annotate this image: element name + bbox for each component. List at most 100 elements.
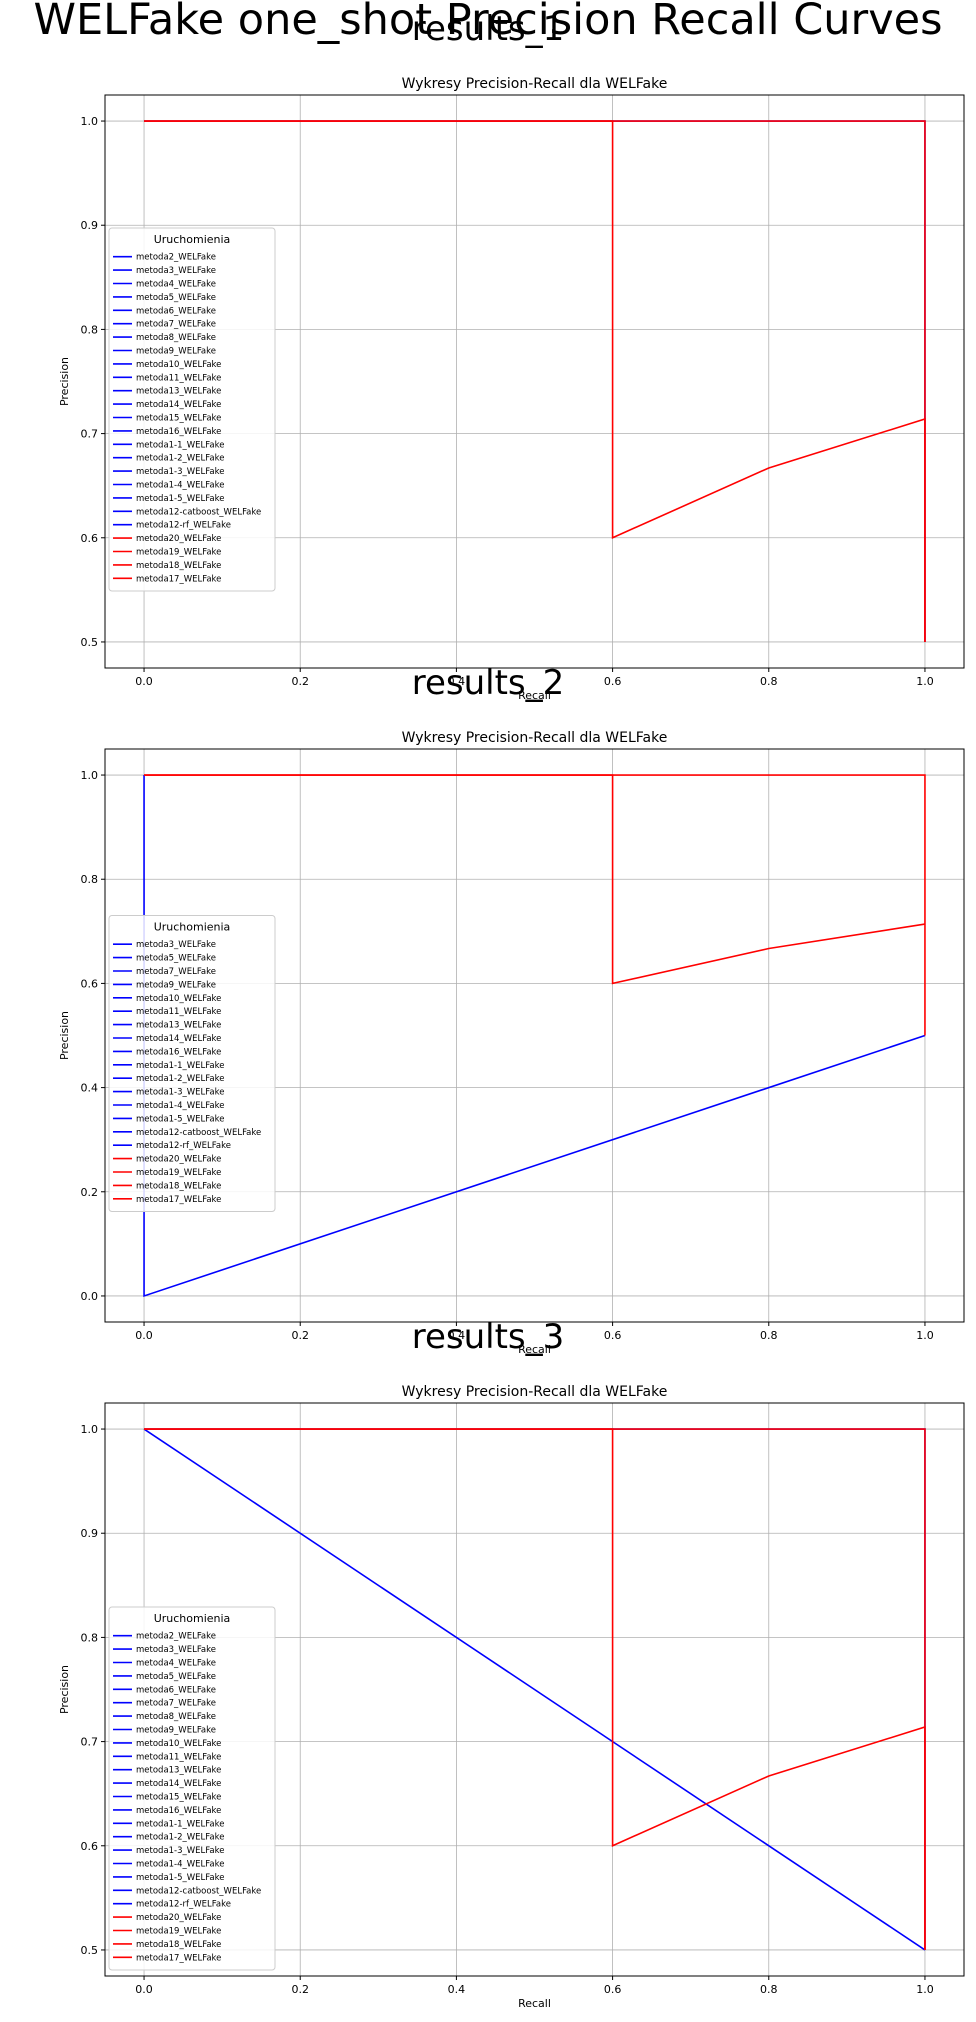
legend-entry: metoda3_WELFake	[136, 266, 216, 276]
legend-entry: metoda2_WELFake	[136, 253, 216, 263]
legend-entry: metoda4_WELFake	[136, 280, 216, 290]
legend-entry: metoda6_WELFake	[136, 306, 216, 316]
legend-entry: metoda1-2_WELFake	[136, 454, 224, 464]
legend-entry: metoda1-3_WELFake	[136, 467, 224, 477]
legend-entry: metoda10_WELFake	[136, 994, 221, 1004]
legend-entry: metoda8_WELFake	[136, 333, 216, 343]
legend-entry: metoda14_WELFake	[136, 1034, 221, 1044]
series-line-4	[144, 1428, 926, 1950]
x-tick-label: 0.0	[135, 1329, 153, 1342]
legend-entry: metoda18_WELFake	[136, 561, 221, 571]
legend-entry: metoda17_WELFake	[136, 574, 221, 584]
legend-entry: metoda16_WELFake	[136, 1806, 221, 1816]
legend-entry: metoda10_WELFake	[136, 1739, 221, 1749]
x-axis-label: Recall	[518, 689, 551, 702]
x-tick-label: 0.4	[448, 1329, 466, 1342]
legend-entry: metoda7_WELFake	[136, 967, 216, 977]
legend-entry: metoda13_WELFake	[136, 387, 221, 397]
subplot-title: results_2	[412, 663, 565, 703]
axes-frame	[104, 748, 965, 1323]
legend-entry: metoda1-4_WELFake	[136, 481, 224, 491]
subplot-2: results_2 Wykresy Precision-Recall dla WE…	[58, 663, 965, 1356]
legend-entry: metoda1-1_WELFake	[136, 1819, 224, 1829]
legend-entry: metoda1-5_WELFake	[136, 1873, 224, 1883]
y-tick-label: 0.9	[81, 1527, 99, 1540]
legend-entry: metoda13_WELFake	[136, 1766, 221, 1776]
y-tick-label: 0.8	[81, 323, 99, 336]
legend-entry: metoda13_WELFake	[136, 1021, 221, 1031]
legend-entry: metoda19_WELFake	[136, 548, 221, 558]
legend-entry: metoda12-catboost_WELFake	[136, 1886, 261, 1896]
y-tick-label: 0.9	[81, 219, 99, 232]
legend-entry: metoda1-4_WELFake	[136, 1860, 224, 1870]
legend-entry: metoda18_WELFake	[136, 1940, 221, 1950]
x-tick-label: 0.0	[135, 1983, 153, 1996]
y-tick-label: 1.0	[81, 769, 99, 782]
legend-entry: metoda15_WELFake	[136, 414, 221, 424]
legend-entry: metoda10_WELFake	[136, 360, 221, 370]
legend-entry: metoda5_WELFake	[136, 1672, 216, 1682]
legend-entry: metoda11_WELFake	[136, 1752, 221, 1762]
subplot-1: results_1 Wykresy Precision-Recall dla WE…	[58, 9, 965, 702]
x-tick-label: 0.6	[604, 1329, 622, 1342]
legend-entry: metoda15_WELFake	[136, 1793, 221, 1803]
legend-entry: metoda1-5_WELFake	[136, 494, 224, 504]
x-tick-label: 0.6	[604, 1983, 622, 1996]
legend-title: Uruchomienia	[154, 233, 231, 246]
legend-entry: metoda8_WELFake	[136, 1712, 216, 1722]
x-tick-label: 0.0	[135, 675, 153, 688]
subplot-3: results_3 Wykresy Precision-Recall dla WE…	[58, 1317, 965, 2010]
legend-entry: metoda5_WELFake	[136, 293, 216, 303]
legend-entry: metoda9_WELFake	[136, 980, 216, 990]
x-tick-label: 0.4	[448, 675, 466, 688]
y-tick-label: 0.7	[81, 428, 99, 441]
x-tick-label: 0.2	[291, 1983, 309, 1996]
x-tick-label: 0.2	[291, 1329, 309, 1342]
legend-entry: metoda20_WELFake	[136, 534, 221, 544]
legend-entry: metoda19_WELFake	[136, 1927, 221, 1937]
legend-entry: metoda12-rf_WELFake	[136, 1900, 231, 1910]
legend-entry: metoda7_WELFake	[136, 1699, 216, 1709]
chart-title: Wykresy Precision-Recall dla WELFake	[402, 1384, 668, 1400]
legend-entry: metoda1-3_WELFake	[136, 1846, 224, 1856]
legend-entry: metoda17_WELFake	[136, 1953, 221, 1963]
legend: Uruchomienia metoda2_WELFake metoda3_WELFa…	[108, 227, 276, 592]
x-tick-label: 1.0	[916, 675, 934, 688]
legend-entry: metoda18_WELFake	[136, 1181, 221, 1191]
y-tick-label: 0.8	[81, 873, 99, 886]
y-tick-label: 0.6	[81, 977, 99, 990]
legend-entry: metoda16_WELFake	[136, 427, 221, 437]
legend-entry: metoda14_WELFake	[136, 1779, 221, 1789]
x-tick-label: 0.8	[760, 675, 778, 688]
y-axis-label: Precision	[58, 357, 71, 406]
x-tick-label: 1.0	[916, 1983, 934, 1996]
legend-box	[108, 1606, 276, 1971]
legend-entry: metoda12-catboost_WELFake	[136, 1128, 261, 1138]
legend-entry: metoda20_WELFake	[136, 1913, 221, 1923]
legend-entry: metoda1-1_WELFake	[136, 1061, 224, 1071]
y-tick-label: 1.0	[81, 1423, 99, 1436]
legend: Uruchomienia metoda2_WELFake metoda3_WELFa…	[108, 1606, 276, 1971]
y-tick-label: 0.4	[81, 1082, 99, 1095]
legend-entry: metoda16_WELFake	[136, 1047, 221, 1057]
legend-entry: metoda2_WELFake	[136, 1632, 216, 1642]
x-axis-label: Recall	[518, 1997, 551, 2010]
x-tick-label: 0.6	[604, 675, 622, 688]
y-tick-label: 0.5	[81, 636, 99, 649]
legend-title: Uruchomienia	[154, 921, 231, 934]
y-tick-label: 0.8	[81, 1631, 99, 1644]
legend-entry: metoda9_WELFake	[136, 1726, 216, 1736]
axes-frame	[104, 1402, 965, 1977]
legend-entry: metoda17_WELFake	[136, 1195, 221, 1205]
y-tick-label: 1.0	[81, 115, 99, 128]
x-tick-label: 0.8	[760, 1329, 778, 1342]
x-tick-label: 0.4	[448, 1983, 466, 1996]
y-axis-label: Precision	[58, 1665, 71, 1714]
y-tick-label: 0.2	[81, 1186, 99, 1199]
legend-entry: metoda5_WELFake	[136, 954, 216, 964]
legend-entry: metoda1-4_WELFake	[136, 1101, 224, 1111]
legend-title: Uruchomienia	[154, 1612, 231, 1625]
subplot-title: results_3	[412, 1317, 565, 1357]
legend-entry: metoda12-rf_WELFake	[136, 521, 231, 531]
